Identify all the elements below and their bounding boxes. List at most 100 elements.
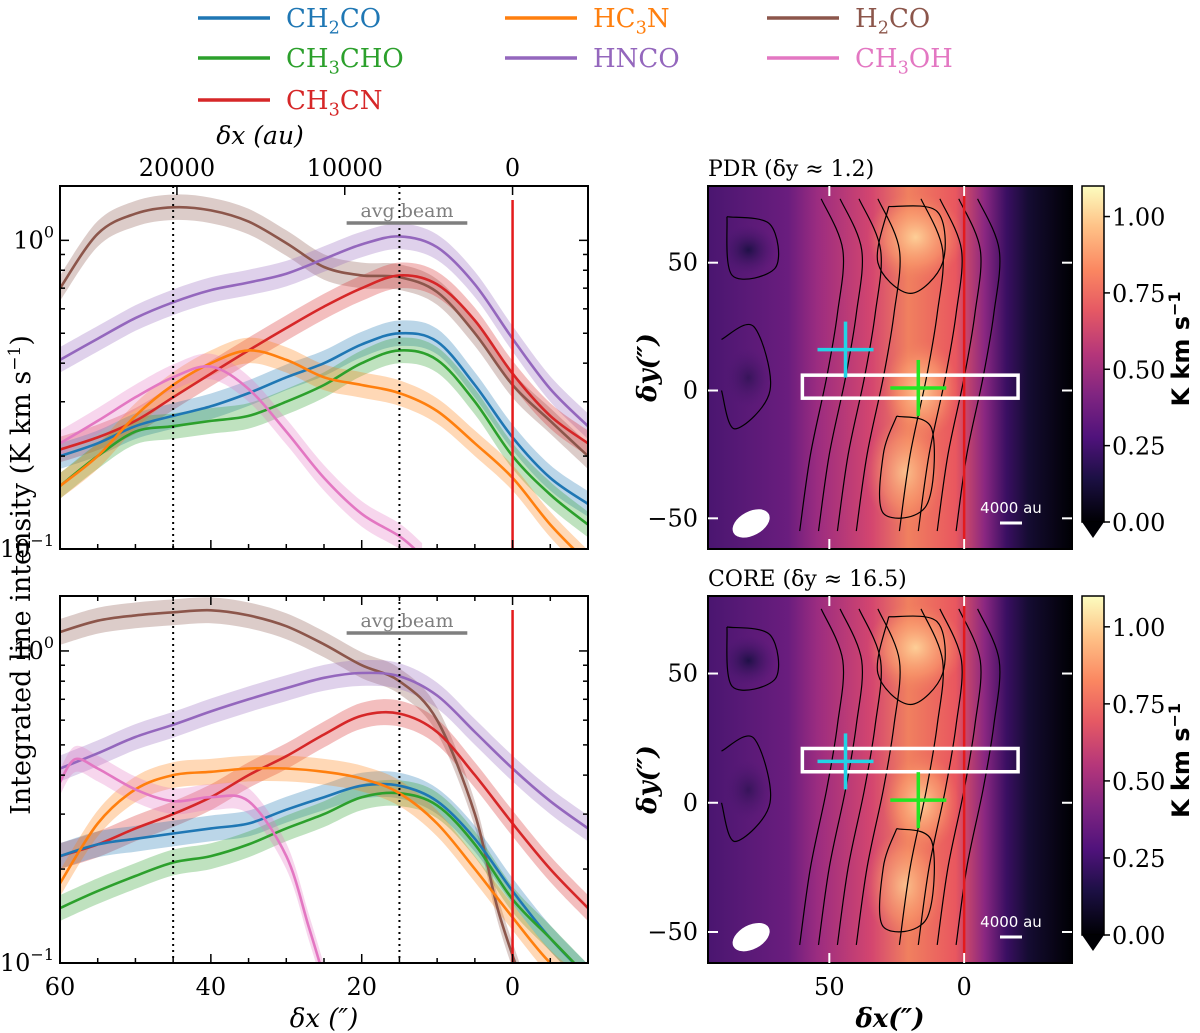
y-tick-label: 50 bbox=[667, 249, 698, 277]
beam-ellipse bbox=[732, 922, 770, 952]
extraction-box bbox=[800, 746, 1020, 774]
dark-region bbox=[724, 759, 773, 820]
legend-label: HNCO bbox=[593, 44, 680, 74]
extraction-box bbox=[800, 373, 1020, 400]
series-line bbox=[60, 205, 588, 458]
beam-label: avg beam bbox=[360, 200, 453, 222]
contour-line bbox=[855, 198, 901, 532]
y-tick-label: 0 bbox=[683, 789, 698, 817]
map-title: PDR (δy ≈ 1.2) bbox=[708, 157, 874, 182]
hot-region bbox=[883, 752, 960, 853]
series-line bbox=[60, 766, 553, 963]
series-line bbox=[60, 349, 576, 549]
uncertainty-band bbox=[60, 779, 587, 963]
y-axis-label: δy(″) bbox=[633, 333, 663, 403]
contour-line bbox=[876, 205, 946, 295]
y-axis-label: Integrated line intensity (K km s−1) bbox=[5, 335, 37, 815]
top-axis-label: δx (au) bbox=[216, 121, 304, 150]
scalebar-label: 4000 au bbox=[980, 913, 1042, 931]
uncertainty-band bbox=[60, 337, 588, 538]
colorbar bbox=[1081, 595, 1105, 936]
plot-area bbox=[60, 597, 588, 963]
series-line bbox=[60, 791, 576, 963]
contour-line bbox=[720, 324, 772, 430]
y-tick-label: 10−1 bbox=[0, 945, 54, 977]
x-tick-label: 40 bbox=[196, 973, 227, 1001]
contour-line bbox=[898, 608, 944, 945]
beam-label: avg beam bbox=[360, 610, 453, 632]
legend-label: CH3CN bbox=[286, 86, 382, 121]
legend: CH2CO HC3N H2CO CH3CHO HNCO CH3OH CH3CN bbox=[198, 4, 953, 121]
contour-line bbox=[726, 626, 780, 691]
contour-line bbox=[878, 415, 935, 519]
uncertainty-band bbox=[60, 337, 587, 549]
series-line bbox=[60, 331, 588, 505]
top-tick-label: 20000 bbox=[139, 154, 215, 182]
x-tick-label: 60 bbox=[45, 973, 76, 1001]
dark-region bbox=[720, 635, 777, 686]
series-line bbox=[60, 671, 588, 830]
colorbar bbox=[1081, 185, 1105, 523]
colorbar-tick-label: 0.00 bbox=[1112, 922, 1165, 950]
colorbar-tick-label: 0.75 bbox=[1112, 691, 1165, 719]
y-axis-label: δy(″) bbox=[633, 745, 663, 815]
series-line bbox=[60, 348, 588, 526]
contour-line bbox=[726, 216, 780, 280]
colorbar-tick-label: 1.00 bbox=[1112, 614, 1165, 642]
colorbar-tick-label: 0.25 bbox=[1112, 845, 1165, 873]
legend-label: H2CO bbox=[855, 4, 930, 39]
map-frame bbox=[707, 185, 1073, 550]
legend-label: CH3CHO bbox=[286, 44, 404, 79]
colorbar-label: K km s−1 bbox=[1165, 291, 1195, 406]
y-tick-label: 100 bbox=[13, 633, 54, 665]
contour-line bbox=[876, 615, 946, 706]
contour-line bbox=[878, 828, 935, 933]
contour-line bbox=[917, 608, 963, 945]
y-tick-label: 0 bbox=[683, 377, 698, 405]
line-plot-bottom: avg beam 100 10−160 40 20 0 δx (″) bbox=[0, 595, 589, 1033]
y-tick-label: 50 bbox=[667, 660, 698, 688]
series-line bbox=[60, 757, 322, 963]
series-line bbox=[60, 710, 588, 910]
series-line bbox=[60, 235, 588, 428]
intensity-image bbox=[708, 186, 1072, 549]
contour-line bbox=[898, 198, 944, 532]
line-plot-top: avg beam 100 10−1 20000 10000 0 δx (au) bbox=[0, 121, 589, 563]
y-tick-label: 10−1 bbox=[0, 531, 54, 563]
series-line bbox=[60, 608, 517, 963]
map-core: 4000 au 50 0 −50 50 0 δx(″) δy(″) CORE (δy ≈ 16.… bbox=[633, 567, 1195, 1033]
dark-region bbox=[724, 347, 773, 408]
colorbar-tick-label: 0.50 bbox=[1112, 768, 1165, 796]
uncertainty-band bbox=[60, 659, 588, 842]
series-line bbox=[60, 782, 576, 963]
uncertainty-band bbox=[60, 699, 588, 921]
legend-label: CH2CO bbox=[286, 4, 381, 39]
x-tick-label: 20 bbox=[346, 973, 377, 1001]
uncertainty-band bbox=[60, 771, 587, 963]
contour-line bbox=[936, 608, 982, 945]
map-frame bbox=[707, 595, 1073, 964]
contour-line bbox=[936, 198, 982, 532]
top-tick-label: 0 bbox=[505, 154, 520, 182]
y-tick-label: −50 bbox=[647, 504, 698, 532]
hot-region bbox=[883, 340, 960, 441]
colorbar-tick-label: 0.00 bbox=[1112, 509, 1165, 537]
dark-region bbox=[720, 224, 777, 275]
contour-line bbox=[720, 735, 772, 843]
colorbar-tick-label: 0.50 bbox=[1112, 356, 1165, 384]
legend-label: HC3N bbox=[593, 4, 670, 39]
uncertainty-band bbox=[60, 597, 520, 963]
x-tick-label: 0 bbox=[957, 973, 972, 1001]
legend-label: CH3OH bbox=[855, 44, 953, 79]
x-tick-label: 50 bbox=[814, 973, 845, 1001]
series-line bbox=[60, 364, 417, 549]
colorbar-extend bbox=[1082, 935, 1104, 951]
intensity-image bbox=[708, 596, 1072, 963]
colorbar-tick-label: 0.75 bbox=[1112, 280, 1165, 308]
map-title: CORE (δy ≈ 16.5) bbox=[708, 567, 907, 592]
colorbar-extend bbox=[1082, 522, 1104, 538]
contour-line bbox=[917, 198, 963, 532]
uncertainty-band bbox=[60, 745, 324, 963]
y-tick-label: 100 bbox=[13, 222, 54, 254]
